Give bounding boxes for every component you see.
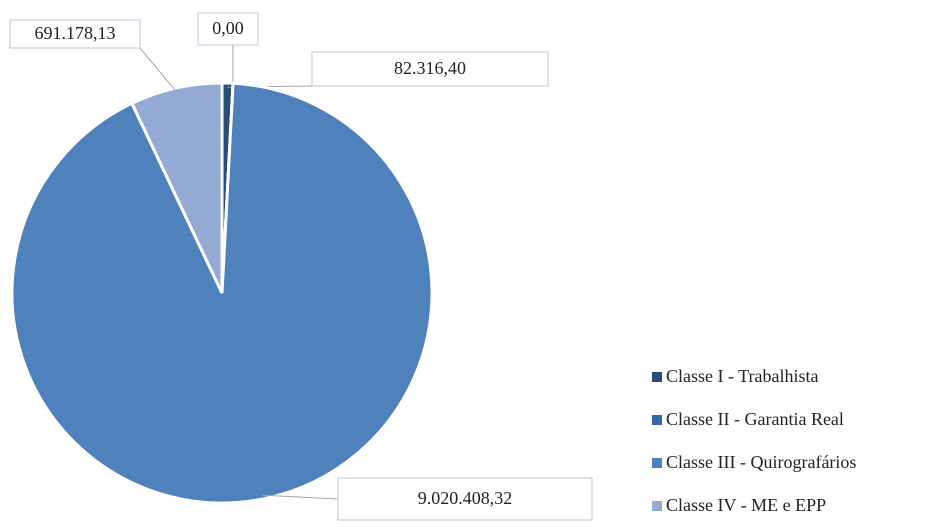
label-box bbox=[9, 19, 141, 49]
leader-line bbox=[261, 494, 339, 500]
leader-line bbox=[139, 47, 178, 93]
label-box bbox=[337, 477, 593, 521]
legend-label: Classe I - Trabalhista bbox=[666, 366, 819, 386]
pie-slice bbox=[129, 81, 224, 294]
legend-swatch bbox=[652, 372, 662, 382]
data-label: 82.316,40 bbox=[394, 58, 466, 78]
label-box bbox=[197, 12, 259, 46]
legend-swatch bbox=[652, 415, 662, 425]
data-label: 0,00 bbox=[212, 18, 244, 38]
legend-swatch bbox=[652, 501, 662, 511]
legend-label: Classe III - Quirografários bbox=[666, 452, 856, 472]
legend-label: Classe IV - ME e EPP bbox=[666, 495, 826, 515]
data-label: 691.178,13 bbox=[35, 23, 116, 43]
data-label: 9.020.408,32 bbox=[418, 488, 513, 508]
legend-swatch bbox=[652, 458, 662, 468]
label-box bbox=[311, 51, 549, 87]
legend-label: Classe II - Garantia Real bbox=[666, 409, 844, 429]
